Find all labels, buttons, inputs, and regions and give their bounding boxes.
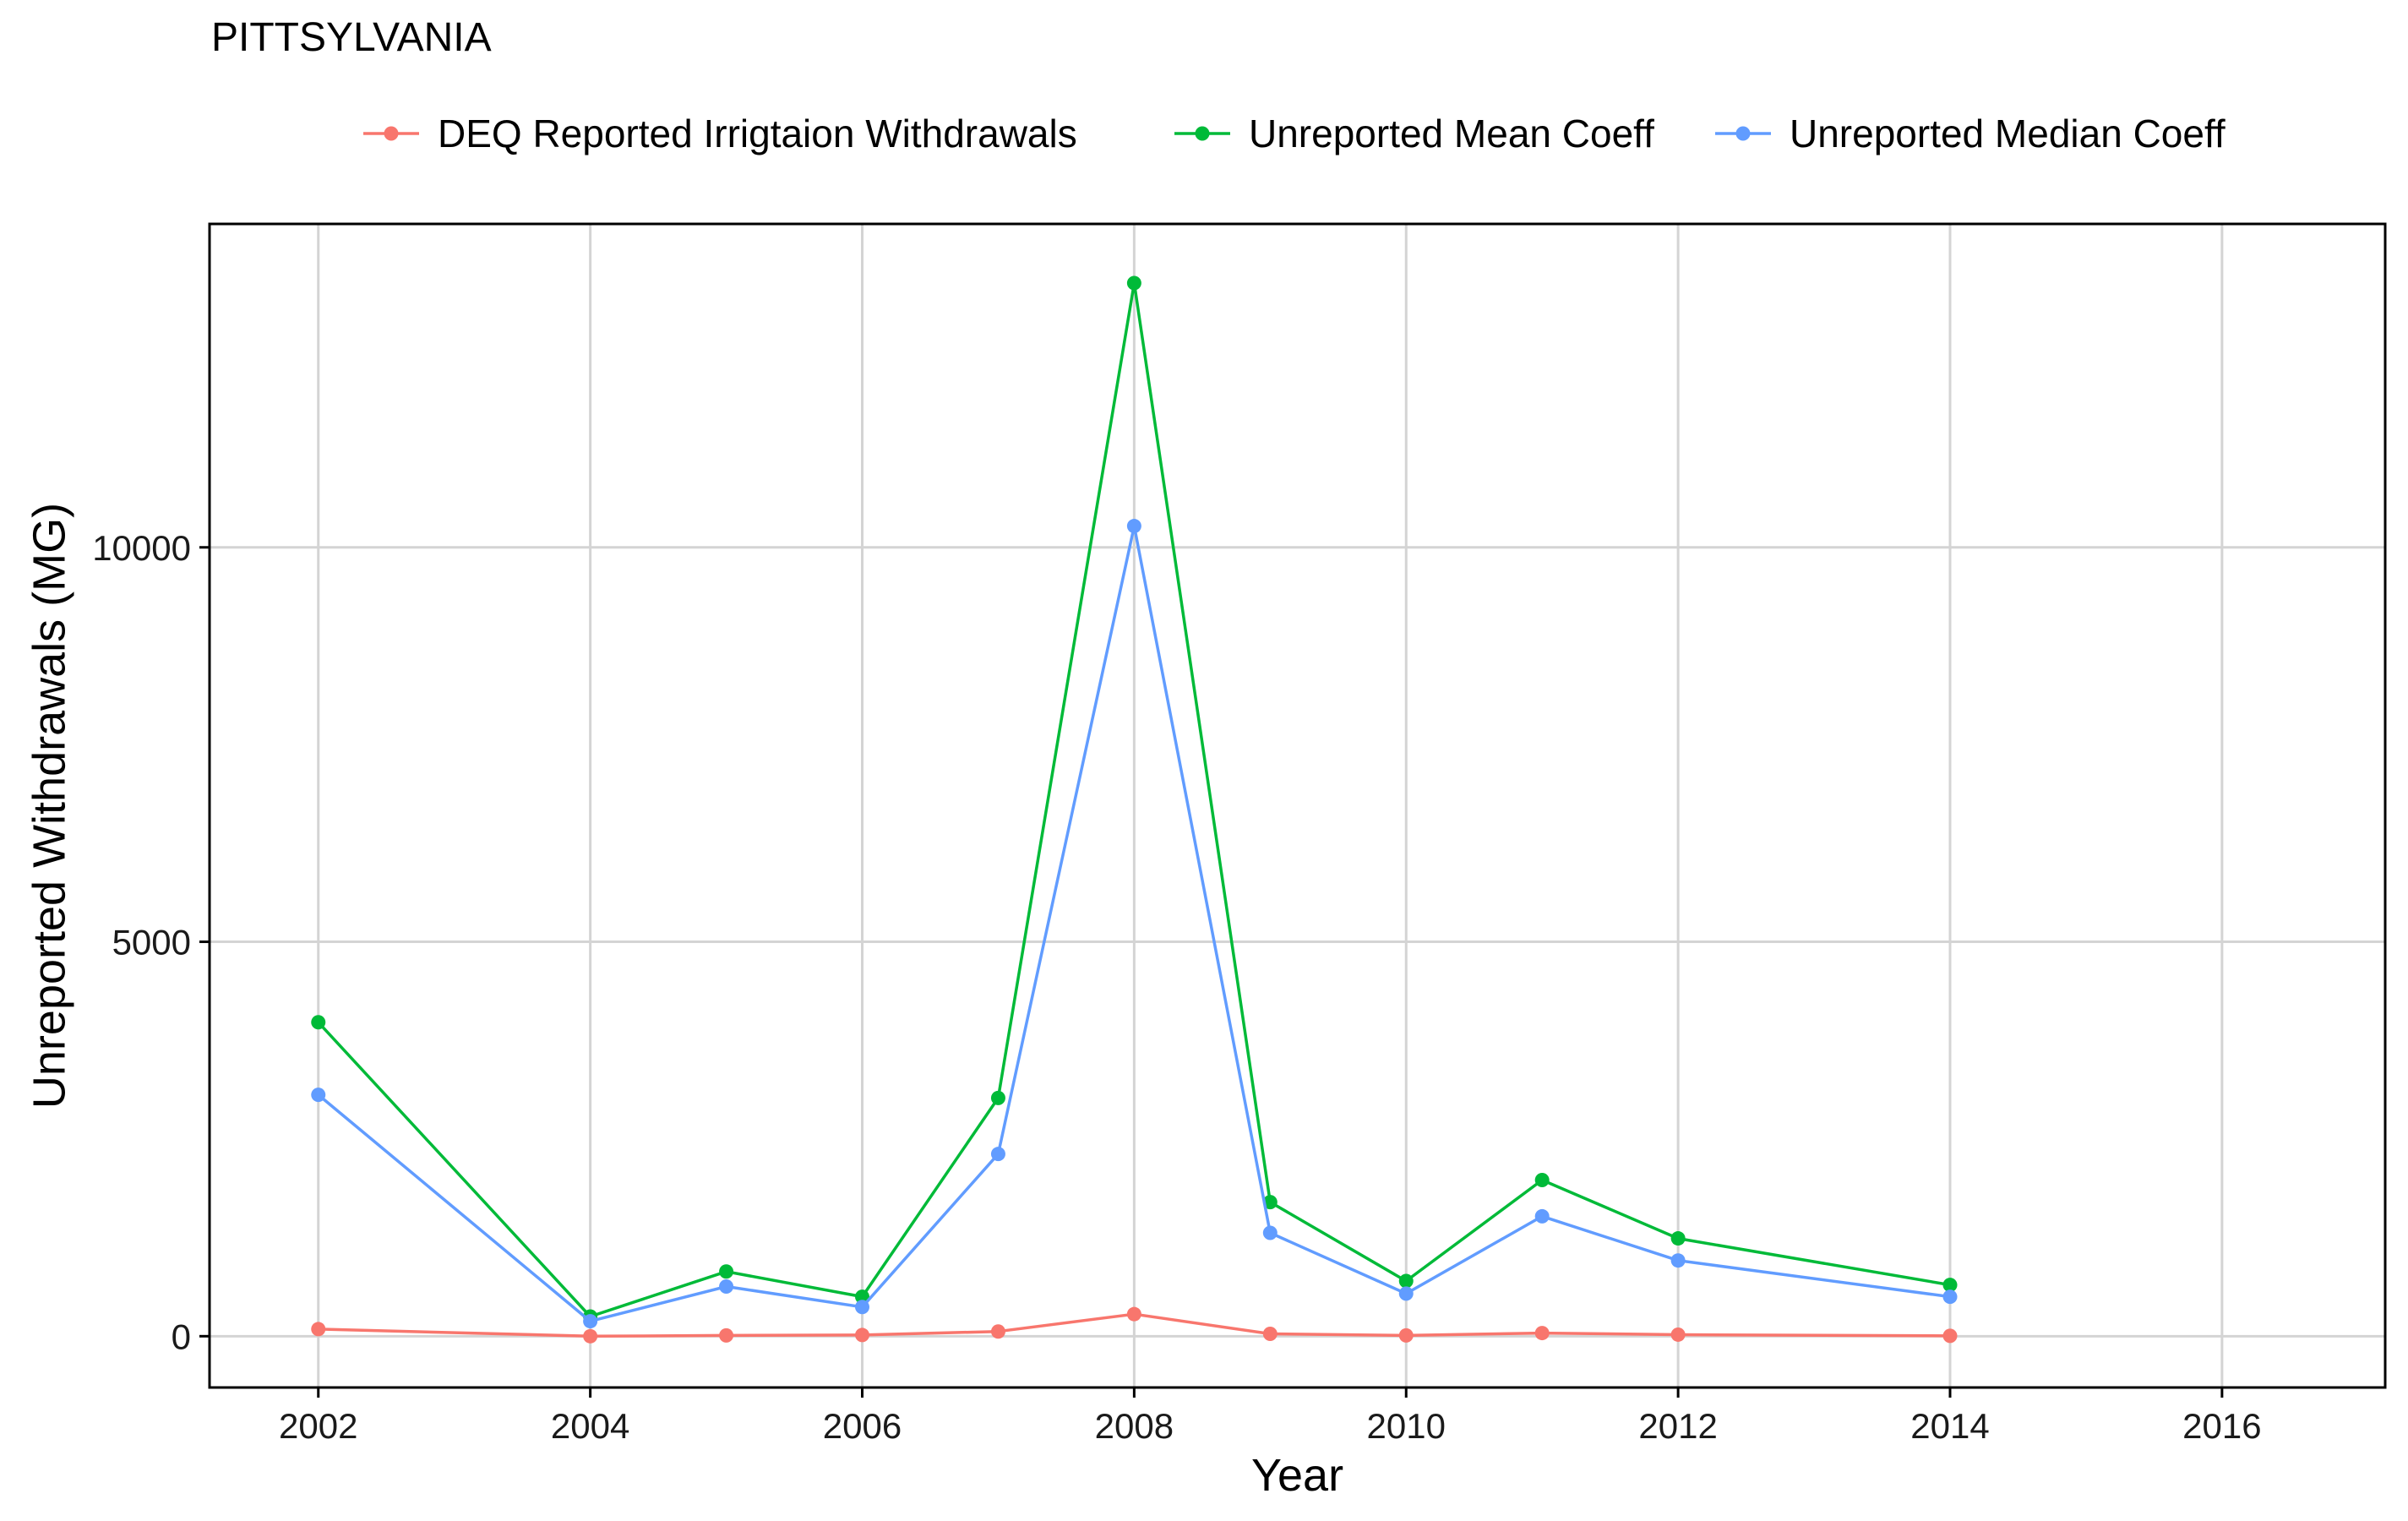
- data-point: [855, 1289, 869, 1305]
- data-point: [990, 1147, 1005, 1162]
- data-point: [1398, 1327, 1414, 1343]
- grid: [210, 224, 2385, 1387]
- chart-title: PITTSYLVANIA: [211, 15, 492, 60]
- data-point: [1534, 1326, 1550, 1341]
- x-tick-label: 2012: [1638, 1406, 1717, 1446]
- x-tick-label: 2006: [823, 1406, 902, 1446]
- data-point: [1942, 1278, 1958, 1293]
- data-point: [719, 1327, 734, 1343]
- legend-key-point: [1735, 126, 1751, 141]
- x-tick-label: 2014: [1910, 1406, 1989, 1446]
- legend-label: Unreported Median Coeff: [1790, 112, 2225, 155]
- data-point: [1126, 275, 1141, 291]
- data-point: [311, 1015, 326, 1030]
- data-point: [1262, 1225, 1278, 1240]
- x-axis-title: Year: [1251, 1450, 1343, 1501]
- data-point: [855, 1327, 869, 1343]
- x-tick-label: 2002: [279, 1406, 357, 1446]
- data-point: [1670, 1253, 1686, 1268]
- data-point: [1670, 1327, 1686, 1342]
- data-point: [1942, 1289, 1958, 1305]
- y-tick-label: 0: [172, 1317, 191, 1356]
- data-point: [990, 1324, 1005, 1339]
- data-point: [719, 1264, 734, 1279]
- legend: DEQ Reported Irrigtaion Withdrawals Unrep…: [363, 112, 2225, 155]
- x-tick-label: 2010: [1367, 1406, 1446, 1446]
- x-tick-label: 2004: [551, 1406, 629, 1446]
- legend-item-1: DEQ Reported Irrigtaion Withdrawals: [363, 112, 1077, 155]
- series-3: [311, 519, 1958, 1329]
- series-layer: [311, 275, 1958, 1344]
- data-point: [1126, 1306, 1141, 1322]
- data-point: [1534, 1208, 1550, 1224]
- y-tick-label: 5000: [112, 923, 191, 962]
- data-point: [1534, 1172, 1550, 1187]
- legend-label: DEQ Reported Irrigtaion Withdrawals: [438, 112, 1077, 155]
- x-tick-label: 2008: [1095, 1406, 1174, 1446]
- data-point: [583, 1314, 598, 1329]
- x-tick-label: 2016: [2182, 1406, 2261, 1446]
- plot-panel-border: [208, 222, 2387, 1389]
- data-point: [719, 1279, 734, 1295]
- data-point: [311, 1088, 326, 1103]
- data-point: [855, 1300, 869, 1315]
- legend-item-3: Unreported Median Coeff: [1715, 112, 2225, 155]
- axes: 2002 2004 2006 2008 2010 2012 2014 2016 0 5000 100…: [92, 528, 2261, 1446]
- data-point: [583, 1328, 598, 1344]
- data-point: [1942, 1328, 1958, 1344]
- data-point: [990, 1090, 1005, 1105]
- data-point: [1126, 519, 1141, 534]
- data-point: [1262, 1195, 1278, 1210]
- legend-key-point: [384, 126, 399, 141]
- y-tick-label: 10000: [92, 528, 191, 568]
- data-point: [1398, 1286, 1414, 1301]
- data-point: [311, 1322, 326, 1337]
- legend-item-2: Unreported Mean Coeff: [1174, 112, 1654, 155]
- data-point: [1262, 1327, 1278, 1342]
- series-2: [311, 275, 1958, 1324]
- y-axis-title: Unreported Withdrawals (MG): [24, 503, 74, 1109]
- legend-label: Unreported Mean Coeff: [1249, 112, 1654, 155]
- data-point: [1398, 1273, 1414, 1289]
- legend-key-point: [1195, 126, 1210, 141]
- series-1: [311, 1306, 1958, 1344]
- data-point: [1670, 1231, 1686, 1246]
